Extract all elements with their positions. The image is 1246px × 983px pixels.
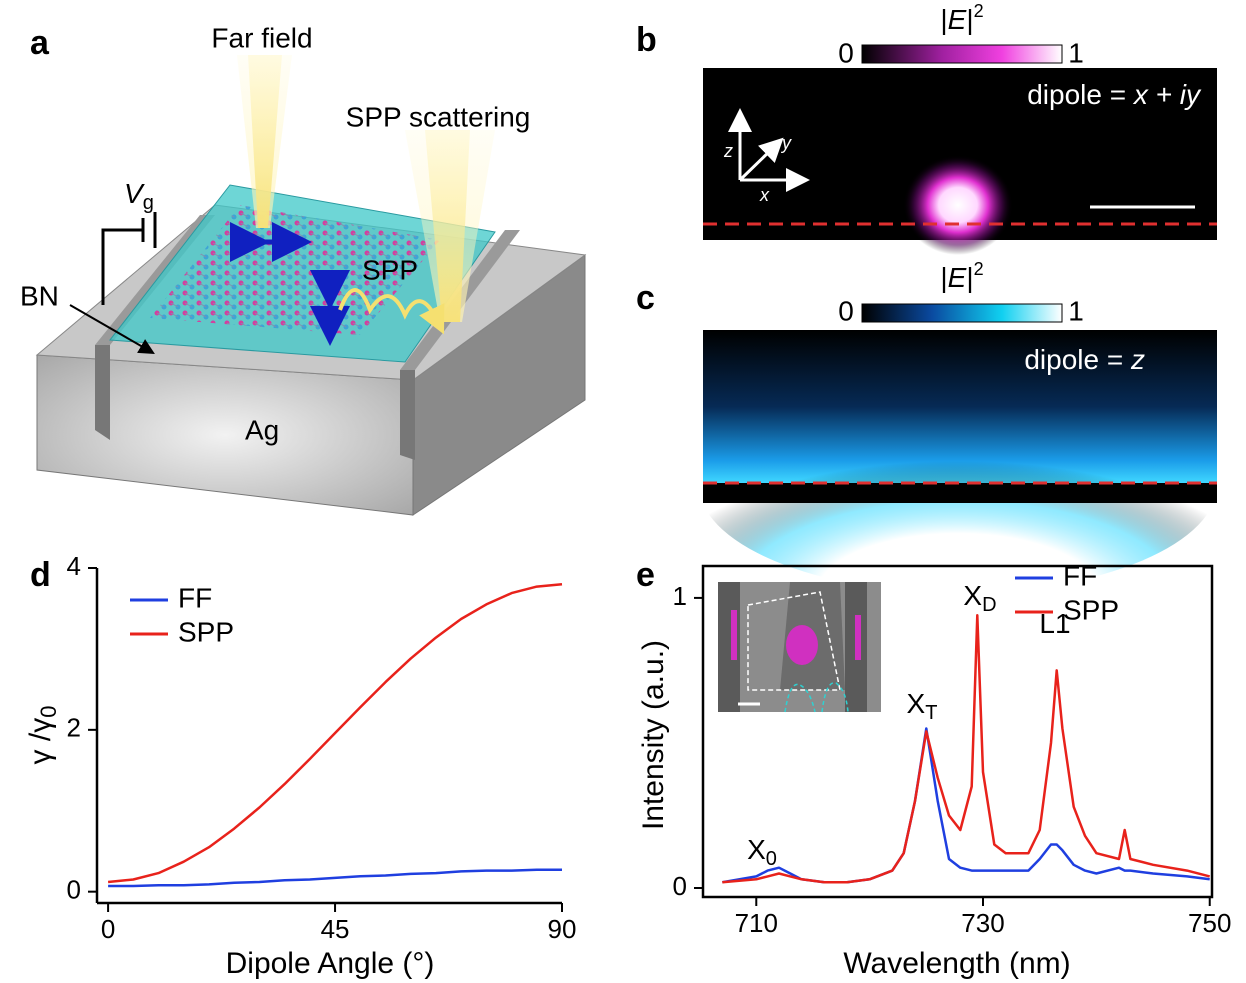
- annotation-sub: T: [925, 702, 937, 724]
- legend-label: SPP: [178, 616, 234, 647]
- dipole-label: dipole = z: [1024, 344, 1145, 375]
- dipole-part: +: [1148, 79, 1180, 110]
- field-map-b: [703, 45, 1217, 255]
- y-tick-label: 0: [673, 871, 687, 901]
- x-tick-label: 750: [1188, 908, 1231, 938]
- x-tick-label: 90: [548, 914, 577, 944]
- cb-part: 2: [974, 259, 984, 279]
- x-axis-label: Dipole Angle (°): [226, 947, 435, 980]
- y-tick-label: 2: [67, 713, 81, 743]
- cb-part: E: [948, 4, 967, 35]
- x-tick-label: 730: [961, 908, 1004, 938]
- annotation-main: X: [963, 580, 982, 611]
- annotation-main: X: [907, 688, 926, 719]
- panel-label: c: [636, 279, 655, 317]
- dipole-label: dipole = x + iy: [1027, 79, 1202, 110]
- y-axis-label: Intensity (a.u.): [637, 640, 670, 830]
- colorbar-label: |E|2: [940, 1, 983, 36]
- legend-label: FF: [178, 582, 212, 613]
- dipole-part: dipole =: [1024, 344, 1131, 375]
- label-far-field: Far field: [211, 22, 312, 53]
- colorbar-min: 0: [838, 37, 854, 68]
- annotation-sub: D: [982, 594, 996, 616]
- y-tick-label: 1: [673, 581, 687, 611]
- y-axis-label: γ /γ0: [24, 706, 61, 765]
- annotation-sub: 0: [766, 848, 777, 870]
- colorbar-label: |E|2: [940, 259, 983, 294]
- vg-sub: g: [143, 192, 154, 214]
- peak-annotation: L1: [1039, 608, 1070, 639]
- label-spp-scattering: SPP scattering: [346, 101, 531, 132]
- annotation-main: X: [747, 834, 766, 865]
- dipole-part: iy: [1180, 79, 1202, 110]
- x-axis-label: Wavelength (nm): [843, 947, 1070, 980]
- series-line: [108, 870, 562, 886]
- cb-part: |: [966, 4, 973, 35]
- colorbar-max: 1: [1068, 295, 1084, 326]
- x-tick-label: 0: [101, 914, 115, 944]
- dipole-part: dipole =: [1027, 79, 1134, 110]
- colorbar-max: 1: [1068, 37, 1084, 68]
- legend-label: FF: [1063, 560, 1097, 591]
- label-spp: SPP: [362, 254, 418, 285]
- cb-part: E: [948, 262, 967, 293]
- label-vg: Vg: [124, 178, 154, 214]
- colorbar-min: 0: [838, 295, 854, 326]
- panel-label: e: [636, 556, 655, 594]
- dipole-part: z: [1130, 344, 1145, 375]
- x-tick-label: 45: [321, 914, 350, 944]
- y-tick-label: 4: [67, 551, 81, 581]
- y-label-sub: 0: [36, 706, 61, 718]
- inset-image: [718, 582, 881, 712]
- figure: a b c d e Far field SPP scattering Vg BN…: [0, 0, 1246, 983]
- panel-label: a: [30, 24, 50, 62]
- cb-part: |: [940, 4, 947, 35]
- panel-label: d: [30, 556, 51, 594]
- peak-annotation: X0: [747, 834, 777, 870]
- axis-z: z: [723, 141, 733, 161]
- legend-label: SPP: [1063, 594, 1119, 625]
- dipole-part: x: [1132, 79, 1149, 110]
- y-tick-label: 0: [67, 875, 81, 905]
- axis-y: y: [780, 133, 792, 153]
- series-line: [108, 584, 562, 882]
- annotation-main: L1: [1039, 608, 1070, 639]
- cb-part: |: [966, 262, 973, 293]
- x-tick-label: 710: [735, 908, 778, 938]
- cb-part: 2: [974, 1, 984, 21]
- peak-annotation: XT: [907, 688, 938, 724]
- label-ag: Ag: [245, 414, 279, 445]
- cb-part: |: [940, 262, 947, 293]
- y-label-main: γ /γ: [24, 718, 57, 765]
- axis-x: x: [759, 185, 770, 205]
- panel-label: b: [636, 21, 657, 59]
- label-bn: BN: [20, 280, 59, 311]
